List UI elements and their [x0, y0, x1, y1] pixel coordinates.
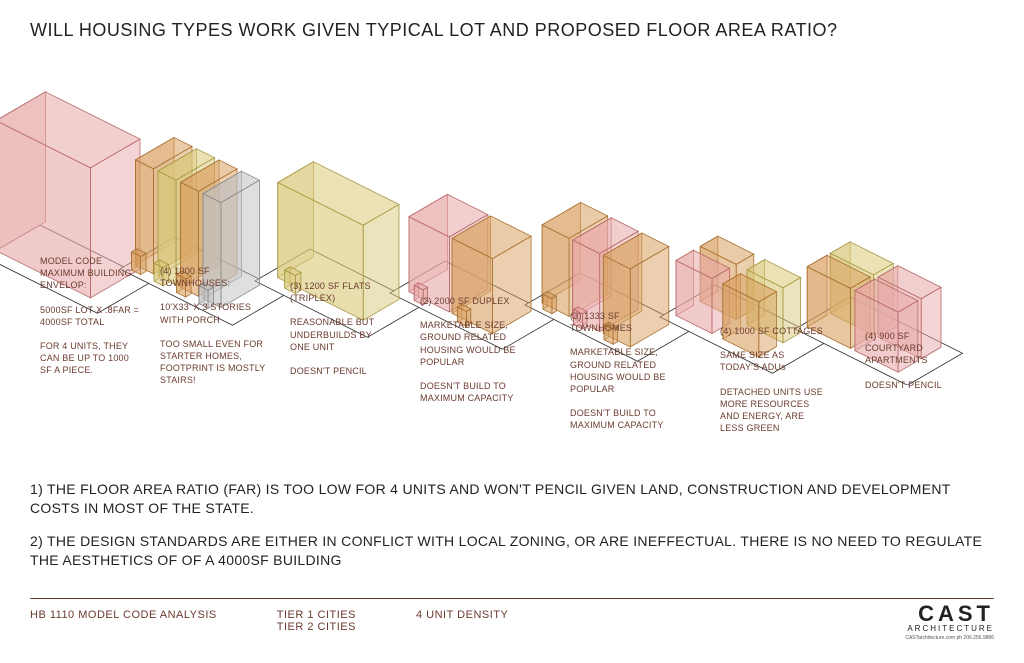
logo-addr: CASTarchitecture.com ph 206.256.9886: [905, 635, 994, 641]
annotation-1: (4) 1000 SF TOWNHOUSES: 10'X33' X 3 STOR…: [160, 265, 270, 386]
annotation-0: MODEL CODE MAXIMUM BUILDING ENVELOP: 500…: [40, 255, 150, 376]
conclusion-2: 2) THE DESIGN STANDARDS ARE EITHER IN CO…: [30, 532, 994, 570]
conclusion-1: 1) THE FLOOR AREA RATIO (FAR) IS TOO LOW…: [30, 480, 994, 518]
footer-analysis: HB 1110 MODEL CODE ANALYSIS: [30, 609, 217, 621]
page-title: WILL HOUSING TYPES WORK GIVEN TYPICAL LO…: [30, 20, 838, 41]
footer-tier2: TIER 2 CITIES: [277, 621, 356, 633]
footer-col-3: 4 UNIT DENSITY: [416, 609, 508, 633]
conclusions: 1) THE FLOOR AREA RATIO (FAR) IS TOO LOW…: [30, 480, 994, 584]
logo-sub: ARCHITECTURE: [905, 624, 994, 633]
footer-col-1: HB 1110 MODEL CODE ANALYSIS: [30, 609, 217, 633]
annotation-6: (4) 900 SF COURTYARD APARTMENTS DOESN'T …: [865, 330, 975, 391]
annotations-layer: MODEL CODE MAXIMUM BUILDING ENVELOP: 500…: [0, 230, 1024, 450]
annotation-5: (4) 1000 SF COTTAGES SAME SIZE AS TODAY'…: [720, 325, 840, 434]
footer-tier1: TIER 1 CITIES: [277, 609, 356, 621]
annotation-3: (2) 2000 SF DUPLEX MARKETABLE SIZE, GROU…: [420, 295, 540, 404]
logo: CAST ARCHITECTURE CASTarchitecture.com p…: [905, 604, 994, 641]
footer-col-2: TIER 1 CITIES TIER 2 CITIES: [277, 609, 356, 633]
annotation-4: (3) 1333 SF TOWNHOMES MARKETABLE SIZE, G…: [570, 310, 690, 431]
footer: HB 1110 MODEL CODE ANALYSIS TIER 1 CITIE…: [30, 598, 994, 633]
logo-main: CAST: [905, 604, 994, 624]
annotation-2: (3) 1200 SF FLATS (TRIPLEX) REASONABLE B…: [290, 280, 400, 377]
footer-density: 4 UNIT DENSITY: [416, 609, 508, 621]
